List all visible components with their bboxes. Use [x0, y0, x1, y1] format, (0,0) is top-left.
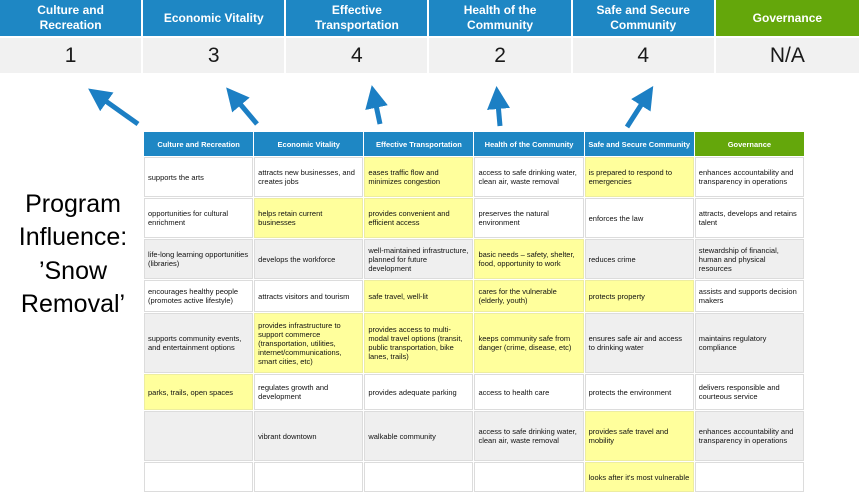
score-column-1: Culture and Recreation 1 — [0, 0, 144, 73]
matrix-cell — [694, 462, 804, 492]
matrix-cell: walkable community — [364, 411, 474, 461]
matrix-row: opportunities for cultural enrichment hel… — [144, 198, 804, 238]
matrix-cell: provides infrastructure to support comme… — [254, 313, 364, 373]
score-value: 4 — [572, 38, 716, 73]
matrix-cell — [364, 462, 474, 492]
matrix-cell: parks, trails, open spaces — [144, 374, 254, 410]
matrix-cell: preserves the natural environment — [474, 198, 584, 238]
matrix-cell: develops the workforce — [254, 239, 364, 279]
score-column-header: Health of the Community — [429, 0, 573, 38]
up-arrow-icon — [487, 86, 510, 127]
matrix-cell: stewardship of financial, human and phys… — [694, 239, 804, 279]
matrix-row: life-long learning opportunities (librar… — [144, 239, 804, 279]
matrix-cell: eases traffic flow and minimizes congest… — [364, 157, 474, 197]
matrix-cell: basic needs – safety, shelter, food, opp… — [474, 239, 584, 279]
matrix-cell: enforces the law — [584, 198, 694, 238]
matrix-header: Safe and Secure Community — [584, 132, 694, 156]
score-column-header: Culture and Recreation — [0, 0, 144, 38]
matrix-cell: safe travel, well-lit — [364, 280, 474, 312]
matrix-cell: enhances accountability and transparency… — [694, 411, 804, 461]
matrix-header: Economic Vitality — [254, 132, 364, 156]
matrix-cell: regulates growth and development — [254, 374, 364, 410]
matrix-cell: opportunities for cultural enrichment — [144, 198, 254, 238]
up-right-arrow-icon — [624, 85, 654, 129]
matrix-cell: provides adequate parking — [364, 374, 474, 410]
score-column-header: Effective Transportation — [286, 0, 430, 38]
matrix-header-row: Culture and Recreation Economic Vitality E… — [144, 132, 804, 156]
matrix-cell: supports the arts — [144, 157, 254, 197]
matrix-cell: is prepared to respond to emergencies — [584, 157, 694, 197]
matrix-cell: encourages healthy people (promotes acti… — [144, 280, 254, 312]
matrix-cell: reduces crime — [584, 239, 694, 279]
matrix-cell: attracts visitors and tourism — [254, 280, 364, 312]
score-table: Culture and Recreation 1 Economic Vitality… — [0, 0, 859, 73]
matrix-header: Effective Transportation — [364, 132, 474, 156]
matrix-cell: helps retain current businesses — [254, 198, 364, 238]
matrix-cell: looks after it's most vulnerable — [584, 462, 694, 492]
score-value: 3 — [143, 38, 287, 73]
matrix-cell — [144, 462, 254, 492]
score-column-header: Economic Vitality — [143, 0, 287, 38]
matrix-cell: access to safe drinking water, clean air… — [474, 157, 584, 197]
matrix-cell: vibrant downtown — [254, 411, 364, 461]
up-left-arrow-icon — [88, 88, 140, 127]
matrix-header: Health of the Community — [474, 132, 584, 156]
score-value: N/A — [715, 38, 859, 73]
up-left-arrow-icon — [226, 87, 259, 126]
score-column-header: Governance — [715, 0, 859, 38]
score-value: 2 — [429, 38, 573, 73]
matrix-cell — [474, 462, 584, 492]
matrix-cell: delivers responsible and courteous servi… — [694, 374, 804, 410]
matrix-row: supports the arts attracts new businesses… — [144, 157, 804, 197]
matrix-cell: attracts, develops and retains talent — [694, 198, 804, 238]
matrix-cell: supports community events, and entertain… — [144, 313, 254, 373]
matrix-row: vibrant downtown walkable community access… — [144, 411, 804, 461]
matrix-cell — [254, 462, 364, 492]
page-title: Program Influence: ’Snow Removal’ — [18, 190, 128, 318]
matrix-cell: well-maintained infrastructure, planned … — [364, 239, 474, 279]
score-column-header: Safe and Secure Community — [572, 0, 716, 38]
matrix-cell: provides convenient and efficient access — [364, 198, 474, 238]
matrix-cell: cares for the vulnerable (elderly, youth… — [474, 280, 584, 312]
matrix-row: looks after it's most vulnerable — [144, 462, 804, 492]
matrix-cell: enhances accountability and transparency… — [694, 157, 804, 197]
matrix-row: encourages healthy people (promotes acti… — [144, 280, 804, 312]
matrix-cell — [144, 411, 254, 461]
matrix-cell: keeps community safe from danger (crime,… — [474, 313, 584, 373]
matrix-cell: ensures safe air and access to drinking … — [584, 313, 694, 373]
matrix-header: Governance — [694, 132, 804, 156]
matrix-cell: provides safe travel and mobility — [584, 411, 694, 461]
score-column-2: Economic Vitality 3 — [143, 0, 287, 73]
score-column-6: Governance N/A — [715, 0, 859, 73]
score-column-4: Health of the Community 2 — [429, 0, 573, 73]
matrix-row: parks, trails, open spaces regulates grow… — [144, 374, 804, 410]
matrix-header: Culture and Recreation — [144, 132, 254, 156]
matrix-cell: provides access to multi-modal travel op… — [364, 313, 474, 373]
matrix-row: supports community events, and entertain… — [144, 313, 804, 373]
influence-matrix: Culture and Recreation Economic Vitality E… — [143, 131, 805, 493]
matrix-cell: attracts new businesses, and creates job… — [254, 157, 364, 197]
influence-arrows — [88, 85, 654, 129]
score-column-5: Safe and Secure Community 4 — [572, 0, 716, 73]
matrix-cell: protects the environment — [584, 374, 694, 410]
score-value: 4 — [286, 38, 430, 73]
matrix-cell: access to safe drinking water, clean air… — [474, 411, 584, 461]
matrix-cell: protects property — [584, 280, 694, 312]
score-value: 1 — [0, 38, 144, 73]
score-column-3: Effective Transportation 4 — [286, 0, 430, 73]
up-arrow-icon — [365, 85, 388, 125]
matrix-cell: access to health care — [474, 374, 584, 410]
matrix-cell: life-long learning opportunities (librar… — [144, 239, 254, 279]
matrix-cell: assists and supports decision makers — [694, 280, 804, 312]
matrix-cell: maintains regulatory compliance — [694, 313, 804, 373]
